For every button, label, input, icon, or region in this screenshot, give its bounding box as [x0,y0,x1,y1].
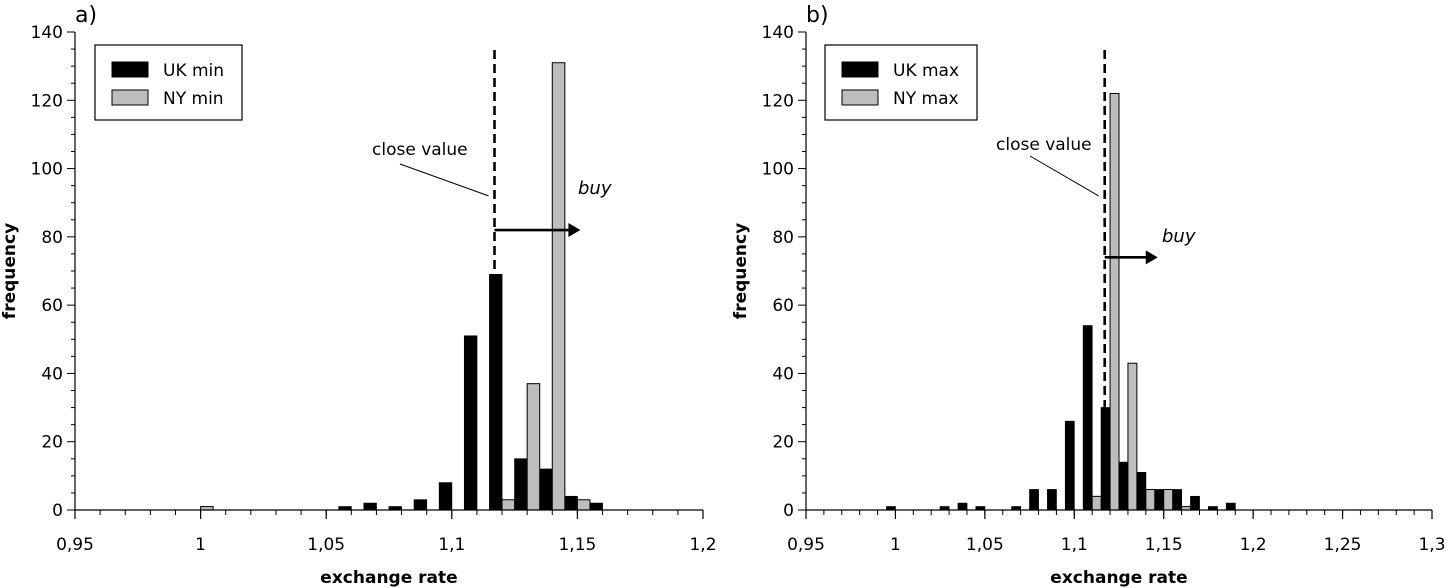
x-tick-label: 1,05 [307,535,345,555]
bar-uk-max [1172,489,1183,511]
buy-arrow-head [568,223,581,238]
y-tick-label: 0 [783,501,794,521]
x-tick-label: 1,25 [1324,535,1362,555]
bar-ny-max [1127,362,1138,511]
y-tick-label: 0 [52,501,63,521]
y-tick-label: 40 [772,364,794,384]
y-tick-label: 140 [762,23,794,43]
y-tick-label: 60 [772,296,794,316]
bar-uk-min [413,499,428,511]
x-tick-label: 1,15 [558,535,596,555]
bar-uk-max [1029,489,1039,511]
y-tick-label: 120 [31,91,63,111]
buy-label: buy [578,178,612,199]
legend-label: NY max [893,89,959,109]
bar-ny-min [501,499,516,511]
bar-uk-min [438,482,453,511]
panel-label: a) [75,3,97,28]
bar-uk-max [1100,407,1111,511]
x-tick-label: 1,1 [438,535,465,555]
chart-panel-b: 0 20 40 60 80 100 120 140 0,95 1 1,05 1,1 1,15 1,2 1,2… [731,3,1446,588]
bar-uk-max [1190,495,1200,511]
x-axis-title: exchange rate [320,568,457,588]
bar-uk-max [1136,472,1147,511]
bar-uk-min [363,502,377,511]
close-value-leader [399,163,489,197]
legend-box [94,44,243,121]
y-tick-label: 80 [41,228,63,248]
y-tick-label: 60 [41,296,63,316]
y-tick-label: 20 [41,433,63,453]
buy-label: buy [1162,226,1196,247]
bar-uk-max [957,502,968,511]
legend-label: UK max [893,61,959,81]
bar-uk-max [1118,461,1129,511]
x-tick-label: 1,3 [1418,535,1445,555]
x-axis-title: exchange rate [1050,568,1187,588]
close-value-label: close value [372,140,468,160]
y-tick-label: 20 [772,433,794,453]
x-tick-label: 0,95 [56,535,94,555]
close-value-label: close value [996,135,1092,155]
bar-ny-min [551,62,566,511]
bar-ny-max [1145,489,1156,511]
x-tick-label: 0,95 [787,535,825,555]
bar-ny-max [1091,495,1102,511]
legend-box [824,44,978,121]
x-tick-label: 1,2 [1240,535,1267,555]
bar-ny-max [1109,92,1120,511]
legend-swatch [111,61,149,78]
legend-label: UK min [163,61,224,81]
bar-uk-max [1154,489,1165,511]
bar-ny-max [1163,489,1174,511]
x-tick-label: 1,2 [689,535,716,555]
close-value-leader [1029,155,1099,197]
y-axis-title: frequency [0,223,20,319]
bar-uk-min [539,468,553,511]
legend-swatch [841,89,879,106]
bar-uk-max [1047,489,1057,511]
bar-ny-min [576,499,591,511]
y-tick-label: 100 [31,160,63,180]
bar-uk-max [1064,420,1075,511]
bar-uk-min [564,495,578,511]
panel-label: b) [806,3,829,28]
legend-label: NY min [163,89,224,109]
bar-uk-min [463,335,478,511]
x-tick-label: 1 [195,535,206,555]
x-tick-label: 1,05 [966,535,1004,555]
x-tick-label: 1 [890,535,901,555]
chart-panel-a: 0 20 40 60 80 100 120 140 0,95 1 1,05 1,1 1,15 1,2 exc… [0,3,717,588]
bar-uk-min [589,502,603,511]
buy-arrow-head [1145,250,1158,265]
y-axis-title: frequency [731,223,751,319]
x-tick-label: 1,1 [1061,535,1088,555]
y-tick-label: 120 [762,91,794,111]
bar-ny-min [526,383,541,511]
bar-uk-max [1082,325,1093,511]
y-tick-label: 100 [762,160,794,180]
y-tick-label: 40 [41,364,63,384]
bar-uk-min [514,458,528,511]
y-tick-label: 80 [772,228,794,248]
legend-swatch [111,89,149,106]
bar-uk-max [1225,502,1236,511]
legend-swatch [841,61,879,78]
x-tick-label: 1,15 [1145,535,1183,555]
y-tick-label: 140 [31,23,63,43]
